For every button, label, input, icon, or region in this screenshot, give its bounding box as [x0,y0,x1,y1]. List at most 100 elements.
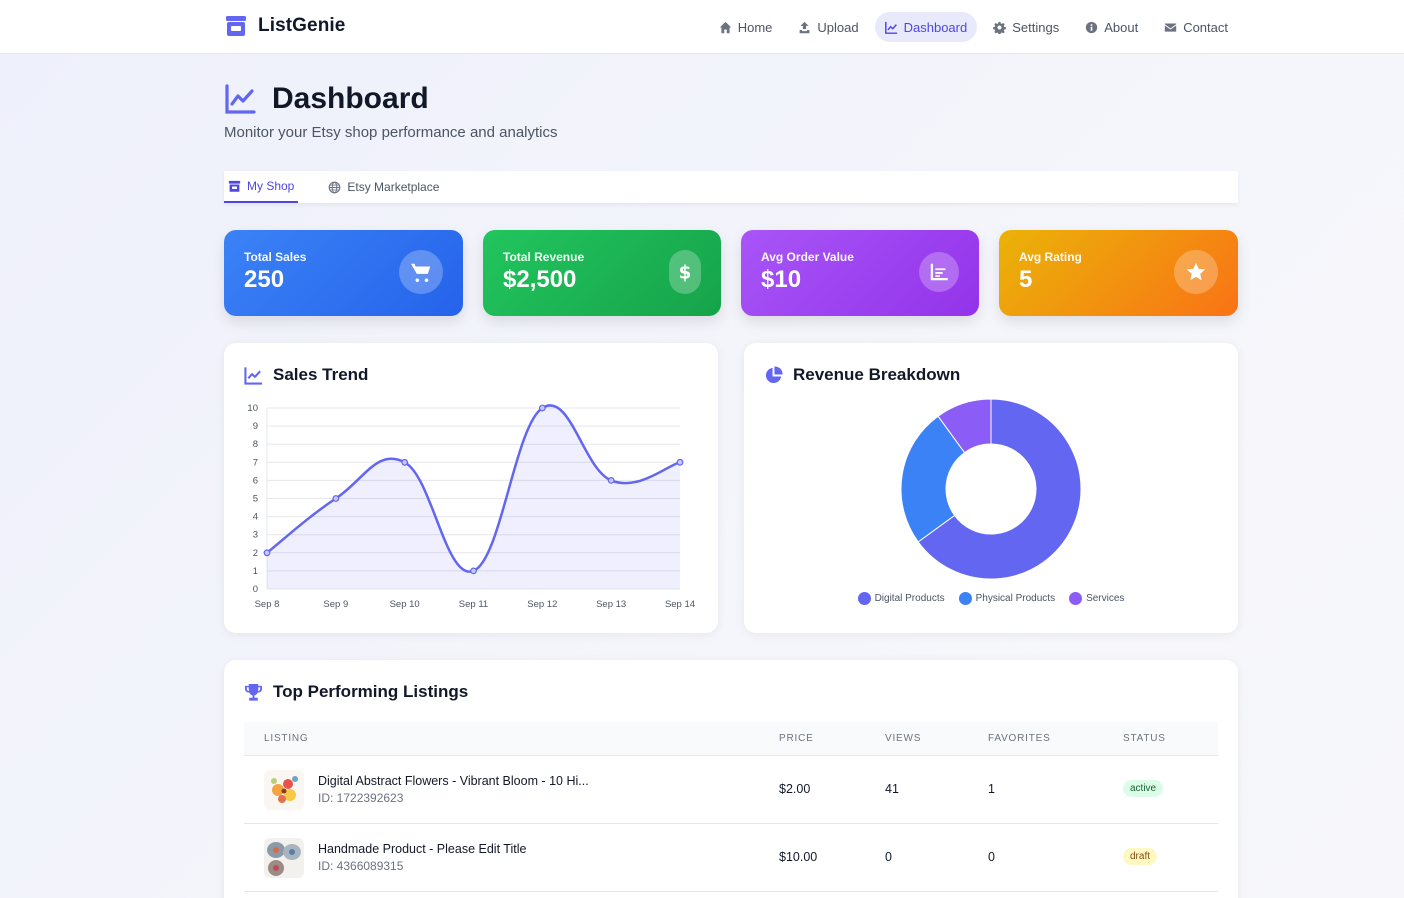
column-header-status[interactable]: Status [1123,733,1166,744]
stat-card-total-sales: Total Sales 250 [224,230,463,316]
nav-item-label: Contact [1183,19,1228,35]
nav-item-label: Upload [817,19,859,35]
handmade-product-image [264,838,304,878]
data-point [538,404,546,412]
column-header-views[interactable]: Views [885,733,922,744]
page-title: Dashboard [272,82,429,115]
listing-id: ID: 1722392623 [318,791,404,805]
upload-icon [800,21,810,33]
chart-line-icon [225,84,256,114]
stat-value: 250 [244,266,285,293]
y-tick-label: 5 [253,494,258,505]
listing-thumbnail [264,770,304,810]
x-tick-label: Sep 11 [459,599,488,610]
listing-views: 0 [885,850,892,864]
page-header: Dashboard Monitor your Etsy shop perform… [224,82,558,141]
shop-tabs: My Shop Etsy Marketplace [224,171,1238,203]
stat-value: $2,500 [503,266,577,293]
x-tick-label: Sep 10 [390,599,420,610]
y-tick-label: 6 [253,475,258,486]
chart-line-icon [884,21,897,34]
listing-views: 41 [885,782,899,796]
listing-title[interactable]: Digital Abstract Flowers - Vibrant Bloom… [318,774,589,788]
nav-item-contact[interactable]: Contact [1154,12,1238,42]
legend-swatch [857,592,871,605]
table-row[interactable]: Handmade Product - Please Edit Title ID:… [244,824,1218,892]
data-point [401,458,409,466]
x-tick-label: Sep 8 [255,599,280,610]
nav-item-dashboard[interactable]: Dashboard [874,12,978,42]
legend-label: Digital Products [874,593,945,604]
status-badge: active [1123,780,1164,797]
column-header-listing[interactable]: Listing [264,733,309,744]
legend-item-services[interactable]: Services [1069,592,1124,605]
listing-price: $10.00 [779,850,818,864]
legend-item-digital[interactable]: Digital Products [857,592,945,605]
tab-etsy-marketplace[interactable]: Etsy Marketplace [324,171,443,203]
nav-item-label: About [1104,19,1139,35]
nav-item-home[interactable]: Home [709,12,783,42]
column-header-favorites[interactable]: Favorites [988,733,1051,744]
revenue-breakdown-panel: Revenue Breakdown Digital Products Physi… [744,343,1238,633]
brand-name: ListGenie [258,15,346,36]
stat-label: Avg Rating [1019,250,1082,264]
dollar-icon: $ [679,262,692,283]
legend-swatch [1069,592,1083,605]
store-icon [228,180,241,192]
y-tick-label: 1 [253,566,258,577]
data-point [676,458,684,466]
y-tick-label: 0 [253,584,258,595]
status-badge: draft [1123,848,1158,865]
donut-slice [900,415,966,543]
legend-label: Services [1086,593,1125,604]
nav-item-upload[interactable]: Upload [788,12,868,42]
tab-label: My Shop [247,179,295,193]
stat-value: $10 [761,266,802,293]
x-tick-label: Sep 9 [323,599,348,610]
data-point [470,567,477,575]
series-area [267,405,680,589]
y-tick-label: 3 [253,530,258,541]
nav-item-settings[interactable]: Settings [983,12,1069,42]
listings-table: Listing Price Views Favorites Status Dig [244,722,1218,892]
top-navbar: ListGenie Home Upload Dashboard Settings… [0,0,1404,54]
y-tick-label: 10 [247,403,258,414]
svg-text:$: $ [679,262,692,283]
globe-icon [329,181,341,193]
tab-label: Etsy Marketplace [347,180,440,194]
column-header-price[interactable]: Price [779,733,814,744]
brand[interactable]: ListGenie [224,14,345,38]
data-point [332,495,340,502]
stat-value: 5 [1019,266,1033,293]
stat-label: Total Sales [244,250,307,264]
y-tick-label: 4 [253,512,258,523]
x-tick-label: Sep 13 [596,599,626,610]
nav-menu: Home Upload Dashboard Settings About Con… [709,12,1238,42]
donut-slice [937,398,992,454]
data-point [607,476,615,484]
y-tick-label: 7 [253,457,258,468]
cart-icon [410,263,431,283]
y-tick-label: 8 [253,439,258,450]
legend-label: Physical Products [975,593,1056,604]
nav-item-about[interactable]: About [1075,12,1148,42]
legend-item-physical[interactable]: Physical Products [958,592,1056,605]
tab-my-shop[interactable]: My Shop [224,171,299,203]
listing-id: ID: 4366089315 [318,859,404,873]
stat-card-avg-order-value: Avg Order Value $10 [741,230,979,316]
top-listings-panel: Top Performing Listings Listing Price Vi… [224,660,1238,898]
home-icon [719,21,731,33]
panel-title: Revenue Breakdown [793,365,961,384]
stat-card-avg-rating: Avg Rating 5 [999,230,1238,316]
page-subtitle: Monitor your Etsy shop performance and a… [224,124,558,141]
x-tick-label: Sep 14 [665,599,695,610]
nav-item-label: Dashboard [903,19,968,35]
listing-favorites: 0 [988,850,995,864]
chart-legend: Digital Products Physical Products Servi… [744,592,1238,605]
nav-item-label: Settings [1012,19,1060,35]
bar-chart-icon [930,263,948,281]
sales-trend-panel: Sales Trend 0 1 2 3 4 5 6 7 8 9 10 Sep 8 Sep 9 Sep 10… [224,343,718,633]
table-row[interactable]: Digital Abstract Flowers - Vibrant Bloom… [244,756,1218,824]
listing-title[interactable]: Handmade Product - Please Edit Title [318,842,527,856]
y-tick-label: 9 [253,421,258,432]
